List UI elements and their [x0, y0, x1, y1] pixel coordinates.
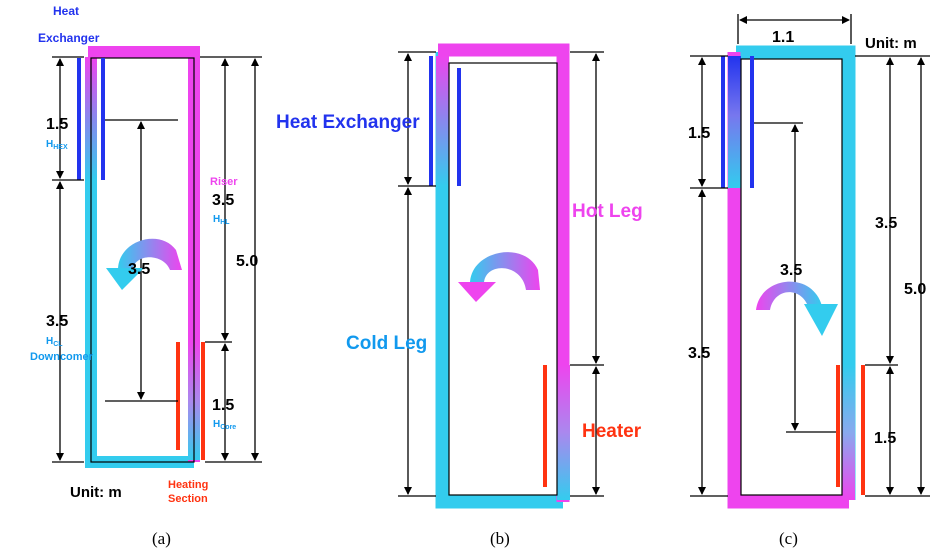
heater-bar-c — [836, 365, 840, 487]
heat-exchanger-label-a-1: Heat — [53, 4, 79, 18]
downcomer-label-a: Downcomer — [30, 351, 94, 363]
hx-section-c — [728, 56, 741, 188]
flow-arrow-c — [756, 281, 838, 336]
panel-c: 1.1 Unit: m 1.5 3.5 3.5 5.0 3.5 1.5 (c) — [688, 14, 930, 548]
unit-label-a: Unit: m — [70, 484, 122, 501]
flow-arrow-b — [458, 252, 540, 302]
flow-dim-label-a: 3.5 — [128, 261, 150, 278]
cold-leg-label-b: Cold Leg — [346, 333, 427, 354]
hl-dim-label-a: 3.5 — [212, 192, 234, 209]
hex-sym-label-a: HHEX — [46, 139, 68, 151]
width-dim-label-c: 1.1 — [772, 29, 794, 46]
cl-dim-label-a: 3.5 — [46, 313, 68, 330]
loop-c-inner-outline — [740, 58, 843, 496]
heater-section-b — [557, 365, 570, 500]
hot-leg-b — [438, 43, 570, 502]
hx-bar-b2 — [457, 68, 461, 186]
total-dim-label-a: 5.0 — [236, 253, 258, 270]
core-dim-label-a: 1.5 — [212, 397, 234, 414]
hx-bar-b — [429, 56, 433, 186]
cl-sym-label-a: HCL — [46, 336, 63, 348]
hx-bar-a — [77, 58, 81, 180]
core-dim-label-c: 1.5 — [874, 430, 896, 447]
loop-b-inner-outline — [448, 62, 558, 496]
caption-c: (c) — [779, 529, 798, 548]
unit-label-c: Unit: m — [865, 35, 917, 52]
panel-a: Heat Exchanger 1.5 HHEX Riser 3.5 HHL 5.… — [30, 4, 262, 548]
heater-bar-a — [176, 342, 180, 450]
hx-bar-c2 — [750, 56, 754, 188]
lower-dim-label-c: 3.5 — [688, 345, 710, 362]
heating-section-label-a-2: Section — [168, 493, 208, 505]
heater-bar-b — [543, 365, 547, 487]
hot-leg-label-b: Hot Leg — [572, 201, 643, 222]
hx-bar-a2 — [101, 58, 105, 180]
heater-bar-a2 — [201, 342, 205, 460]
cold-leg-c — [736, 45, 856, 500]
hx-bar-c — [721, 56, 725, 188]
hot-leg-c — [727, 52, 849, 509]
caption-a: (a) — [152, 529, 171, 548]
cold-leg-b — [435, 52, 563, 509]
heating-section-label-a-1: Heating — [168, 479, 208, 491]
hex-dim-label-a: 1.5 — [46, 116, 68, 133]
heater-bar-c2 — [861, 365, 865, 495]
upper-dim-label-c: 3.5 — [875, 215, 897, 232]
total-dim-label-c: 5.0 — [904, 281, 926, 298]
hex-dim-label-c: 1.5 — [688, 125, 710, 142]
caption-b: (b) — [490, 529, 510, 548]
heater-section-c — [842, 365, 855, 500]
heater-label-b: Heater — [582, 421, 642, 442]
heat-exchanger-label-a-2: Exchanger — [38, 31, 100, 45]
flow-arrow-a — [106, 238, 182, 290]
heat-exchanger-label-b: Heat Exchanger — [276, 112, 420, 133]
hx-section-b — [436, 56, 449, 186]
loop-a-inner-outline — [90, 57, 195, 463]
riser-label-a: Riser — [210, 176, 238, 188]
core-sym-label-a: HCore — [213, 419, 236, 431]
hl-sym-label-a: HHL — [213, 214, 230, 226]
flow-dim-label-c: 3.5 — [780, 262, 802, 279]
panel-b: Heat Exchanger Hot Leg Cold Leg Heater (… — [276, 43, 643, 548]
